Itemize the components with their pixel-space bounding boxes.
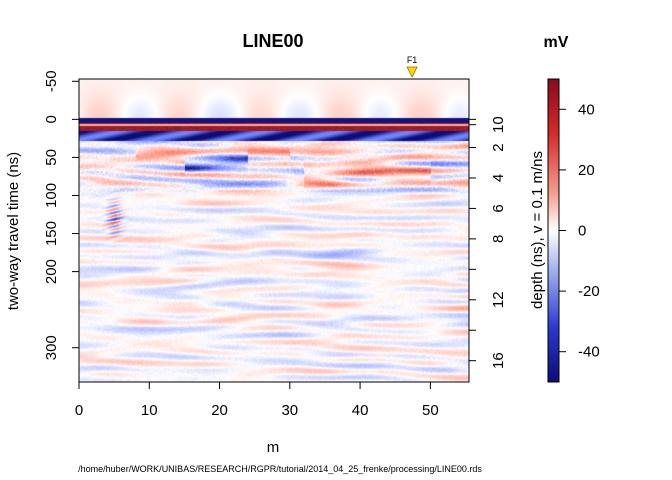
y-axis-label: two-way travel time (ns) bbox=[5, 152, 22, 310]
fiducial-marker bbox=[406, 66, 418, 78]
depth-tick-label: 16 bbox=[490, 352, 507, 369]
depth-tick-label: 2 bbox=[490, 143, 507, 151]
y-tick-label: -50 bbox=[43, 70, 60, 92]
x-tick-label: 20 bbox=[211, 402, 228, 419]
colorbar: 40 20 0 -20 -40 bbox=[547, 78, 600, 383]
depth-tick-label: 4 bbox=[490, 174, 507, 182]
radargram-raster bbox=[79, 79, 469, 382]
y-tick-label: 50 bbox=[43, 149, 60, 166]
depth-axis-label: depth (ns), v = 0.1 m/ns bbox=[529, 151, 546, 309]
x-tick-label: 10 bbox=[141, 402, 158, 419]
y-tick-label: 300 bbox=[43, 335, 60, 360]
depth-tick-label: 10 bbox=[490, 116, 507, 133]
y-tick-label: 200 bbox=[43, 259, 60, 284]
y-tick-label: 100 bbox=[43, 183, 60, 208]
fiducial-markers: F1 bbox=[406, 55, 418, 78]
x-tick-label: 0 bbox=[75, 402, 83, 419]
colorbar-tick-label: 20 bbox=[578, 162, 595, 179]
x-axis: 0 10 20 30 40 50 bbox=[75, 381, 439, 419]
y-axis: -50 0 50 100 150 200 300 bbox=[43, 70, 80, 360]
x-tick-label: 30 bbox=[281, 402, 298, 419]
depth-axis: 10 2 4 6 8 12 16 bbox=[468, 116, 507, 369]
plot-area bbox=[78, 78, 470, 383]
colorbar-tick-label: -20 bbox=[578, 283, 600, 300]
colorbar-axis: 40 20 0 -20 -40 bbox=[559, 101, 600, 361]
y-tick-label: 0 bbox=[43, 115, 60, 123]
colorbar-tick-label: 0 bbox=[578, 223, 586, 240]
source-file-path: /home/huber/WORK/UNIBAS/RESEARCH/RGPR/tu… bbox=[78, 464, 482, 474]
x-tick-label: 40 bbox=[352, 402, 369, 419]
x-axis-label: m bbox=[267, 439, 280, 456]
colorbar-tick-label: 40 bbox=[578, 101, 595, 118]
radargram-image bbox=[79, 79, 469, 382]
fiducial-label: F1 bbox=[407, 55, 418, 65]
depth-tick-label: 6 bbox=[490, 204, 507, 212]
x-tick-label: 50 bbox=[422, 402, 439, 419]
depth-tick-label: 8 bbox=[490, 235, 507, 243]
depth-tick-label: 12 bbox=[490, 291, 507, 308]
chart-title: LINE00 bbox=[242, 31, 303, 51]
y-tick-label: 150 bbox=[43, 221, 60, 246]
colorbar-gradient bbox=[547, 78, 560, 383]
colorbar-tick-label: -40 bbox=[578, 344, 600, 361]
colorbar-title: mV bbox=[544, 34, 569, 51]
